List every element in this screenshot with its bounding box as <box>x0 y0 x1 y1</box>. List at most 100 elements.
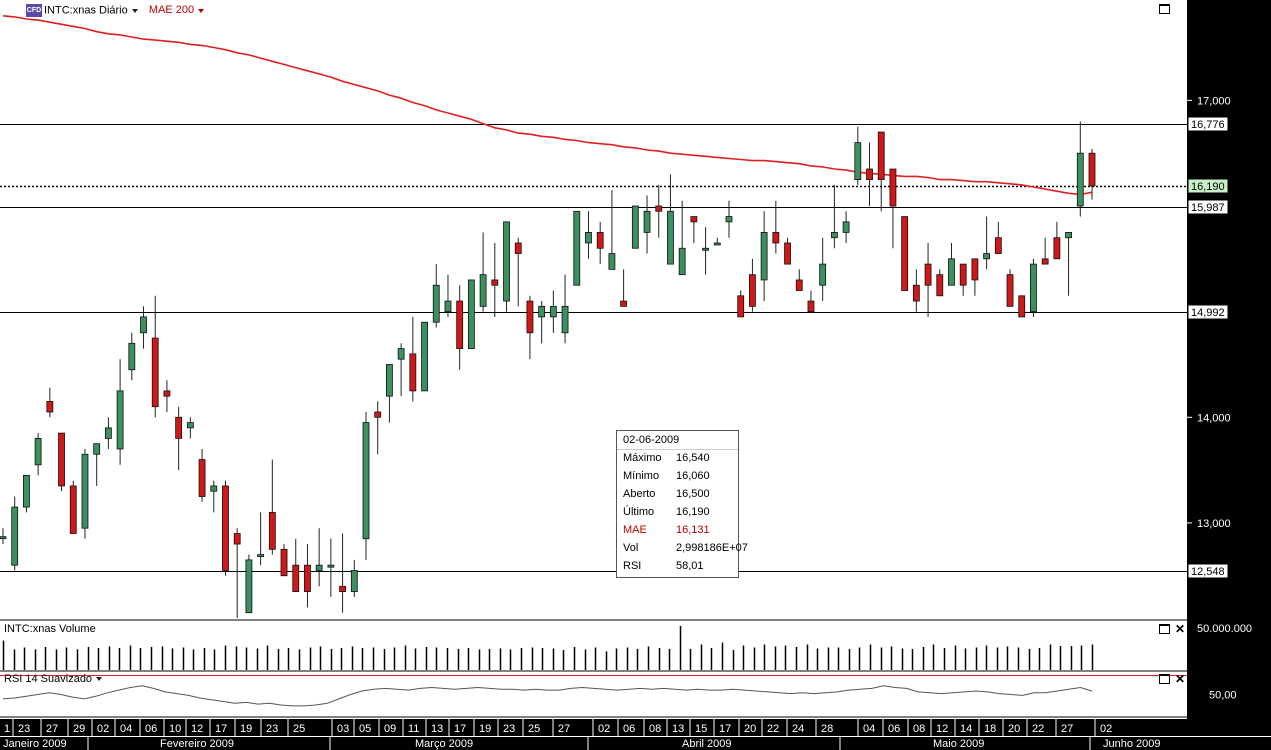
candle-body-up <box>631 205 639 249</box>
level-tag-box <box>1187 199 1229 215</box>
candlestick <box>772 200 780 254</box>
candle-body-up <box>1030 263 1037 313</box>
candle-body-down <box>866 168 873 180</box>
data-tooltip: 02-06-2009 Máximo 16,540 Mínimo 16,060 Abe… <box>616 430 748 578</box>
candlestick <box>163 380 171 412</box>
candle-body-down <box>784 242 791 265</box>
level-price-tag: 12,548 <box>1187 563 1229 579</box>
candlestick <box>948 242 955 286</box>
day-label: 18 <box>984 723 996 735</box>
day-label: 1 <box>4 723 10 735</box>
candlestick <box>620 269 628 307</box>
candle-body-up <box>1076 152 1084 207</box>
candlestick <box>397 343 405 397</box>
maximize-rsi-panel-icon[interactable] <box>1159 674 1170 684</box>
candle-body-up <box>608 253 616 270</box>
indicator-dropdown-icon[interactable] <box>198 8 205 13</box>
candlestick <box>23 474 30 513</box>
candlestick <box>479 232 487 312</box>
level-tag-label: 15,987 <box>1191 202 1225 214</box>
day-label: 27 <box>1061 723 1073 735</box>
price-tick-label: 13,000 <box>1197 518 1231 530</box>
day-label: 20 <box>744 723 756 735</box>
day-label: 09 <box>384 723 396 735</box>
candle-body-down <box>690 216 698 223</box>
level-tag-label: 16,776 <box>1191 119 1225 131</box>
candlestick <box>304 544 311 608</box>
candlestick <box>257 512 265 566</box>
tooltip-value: 16,500 <box>676 488 710 500</box>
maximize-price-panel-icon[interactable] <box>1159 4 1170 14</box>
candlestick <box>11 496 19 571</box>
candlestick <box>151 295 159 418</box>
candle-body-up <box>725 216 733 223</box>
rsi-axis-label: 50,00 <box>1209 690 1237 702</box>
tooltip-row-close: Último 16,190 <box>617 503 738 521</box>
price-tick-label: 17,000 <box>1197 95 1231 107</box>
close-volume-panel-icon[interactable]: ✕ <box>1175 622 1186 636</box>
candlestick <box>233 528 241 618</box>
candle-body-down <box>198 459 206 497</box>
tooltip-value: 16,060 <box>676 470 710 482</box>
candlestick <box>1018 295 1026 318</box>
candlestick <box>374 401 382 455</box>
tooltip-row-rsi: RSI 58,01 <box>617 557 738 575</box>
candlestick <box>1030 258 1037 317</box>
tooltip-row-high: Máximo 16,540 <box>617 449 738 467</box>
candle-body-up <box>585 232 592 244</box>
level-tag-label: 12,548 <box>1191 566 1225 578</box>
tooltip-row-volume: Vol 2,998186E+07 <box>617 539 748 557</box>
price-tick-label: 14,000 <box>1197 412 1231 424</box>
candlestick <box>140 306 147 349</box>
candlestick <box>339 533 346 613</box>
tooltip-row-open: Aberto 16,500 <box>617 485 738 503</box>
candlestick <box>585 211 592 259</box>
symbol-dropdown-icon[interactable] <box>131 8 138 13</box>
day-label: 08 <box>649 723 661 735</box>
day-label: 17 <box>215 723 227 735</box>
candlestick <box>503 221 510 312</box>
candle-body-up <box>819 263 827 286</box>
price-axis-background <box>1187 0 1271 719</box>
month-label: Junho 2009 <box>1103 738 1161 750</box>
candle-body-down <box>175 416 183 439</box>
plot-background <box>0 0 1187 750</box>
close-rsi-panel-icon[interactable]: ✕ <box>1175 672 1186 686</box>
candlestick <box>866 142 873 206</box>
candle-body-down <box>339 585 346 592</box>
candle-body-up <box>467 279 475 350</box>
level-tag-box <box>1187 178 1229 194</box>
tooltip-label: Último <box>623 506 655 518</box>
candlestick <box>409 316 417 402</box>
day-label: 13 <box>431 723 443 735</box>
candle-body-down <box>959 263 967 286</box>
candle-body-up <box>128 342 136 371</box>
day-label: 24 <box>792 723 804 735</box>
day-label: 06 <box>623 723 635 735</box>
day-label: 11 <box>408 723 419 735</box>
candle-body-up <box>713 242 721 246</box>
candle-body-up <box>678 247 686 276</box>
candlestick <box>526 295 534 360</box>
candlestick <box>245 554 253 614</box>
day-label: 29 <box>73 723 85 735</box>
candle-body-down <box>901 216 909 291</box>
maximize-volume-panel-icon[interactable] <box>1159 624 1170 634</box>
tooltip-value: 16,540 <box>676 452 710 464</box>
candle-body-down <box>304 564 311 592</box>
candle-body-down <box>526 300 534 334</box>
candle-body-up <box>538 305 546 318</box>
candlestick <box>186 417 194 439</box>
day-label: 27 <box>558 723 570 735</box>
candle-body-up <box>432 284 440 323</box>
candlestick <box>830 184 838 249</box>
candle-body-down <box>46 401 54 413</box>
candlestick <box>362 412 370 560</box>
candle-body-up <box>11 506 19 566</box>
candle-body-up <box>186 422 194 429</box>
rsi-dropdown-icon[interactable] <box>96 677 103 682</box>
candle-body-up <box>386 364 393 397</box>
candle-body-down <box>807 300 815 313</box>
candlestick <box>69 480 77 534</box>
